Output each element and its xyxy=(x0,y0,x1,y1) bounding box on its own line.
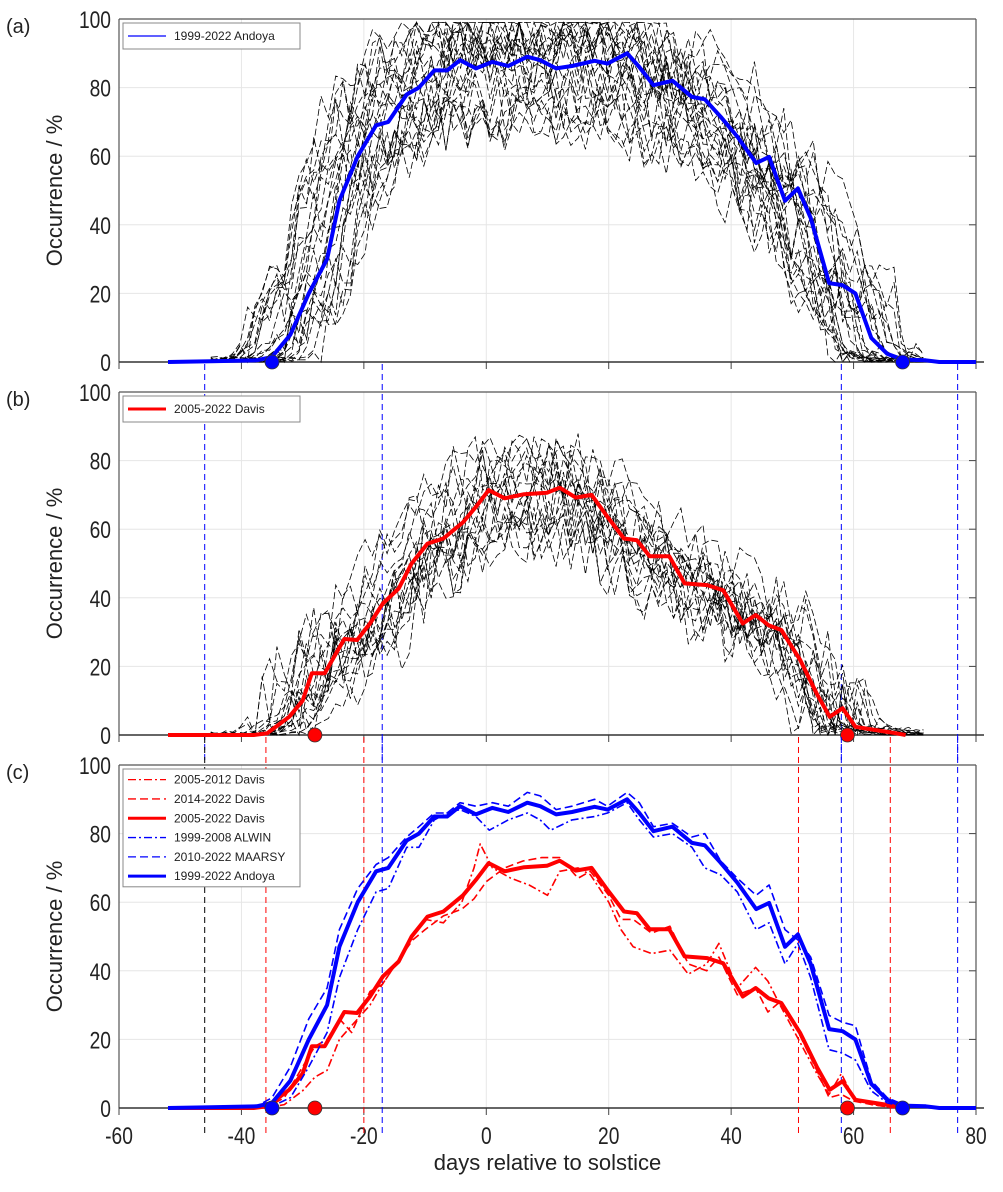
threshold-marker xyxy=(264,354,280,370)
x-tick-label: 0 xyxy=(481,1122,492,1150)
x-axis-label: days relative to solstice xyxy=(434,1150,661,1175)
x-tick-label: 60 xyxy=(843,1122,864,1150)
y-axis-label: Occurrence / % xyxy=(42,488,67,640)
individual-year-line xyxy=(210,83,924,363)
legend-label: 2005-2012 Davis xyxy=(174,773,265,787)
series-line-davis xyxy=(168,858,906,1110)
y-tick-label: 100 xyxy=(79,6,111,34)
legend-label: 1999-2022 Andoya xyxy=(174,29,275,43)
x-tick-label: 20 xyxy=(598,1122,619,1150)
individual-year-line xyxy=(210,92,924,363)
individual-year-line xyxy=(210,70,924,363)
threshold-marker xyxy=(895,354,910,370)
individual-year-line xyxy=(210,21,924,363)
individual-year-line xyxy=(210,21,924,363)
panel-label: (c) xyxy=(6,762,29,784)
series-line-maarsy xyxy=(167,791,976,1109)
individual-year-line xyxy=(210,20,924,363)
legend-label: 2005-2022 Davis xyxy=(174,402,265,416)
individual-year-line xyxy=(210,21,924,363)
y-tick-label: 60 xyxy=(90,143,111,171)
individual-year-line xyxy=(210,92,924,364)
panel-label: (b) xyxy=(6,389,30,411)
legend-label: 2010-2022 MAARSY xyxy=(174,850,285,864)
threshold-marker xyxy=(264,1100,280,1116)
series-line-davis xyxy=(168,485,906,737)
individual-year-line xyxy=(210,46,924,364)
y-tick-label: 100 xyxy=(79,752,111,780)
individual-year-line xyxy=(210,31,924,363)
x-tick-label: -40 xyxy=(228,1122,256,1150)
series-line-davis_0512 xyxy=(168,843,897,1109)
panel-label: (a) xyxy=(6,16,30,38)
legend-label: 2014-2022 Davis xyxy=(174,792,265,806)
y-tick-label: 60 xyxy=(90,889,111,917)
y-tick-label: 80 xyxy=(90,75,111,103)
series-line-andoya xyxy=(167,797,976,1110)
threshold-marker xyxy=(840,1100,855,1116)
y-tick-label: 40 xyxy=(90,212,111,240)
y-tick-label: 40 xyxy=(90,585,111,613)
individual-year-line xyxy=(210,507,924,736)
series-line-alwin xyxy=(167,801,976,1109)
individual-year-line xyxy=(210,65,924,364)
x-tick-label: 40 xyxy=(720,1122,741,1150)
x-tick-label: -20 xyxy=(350,1122,378,1150)
series-line-davis_1422 xyxy=(168,856,897,1109)
threshold-marker xyxy=(307,1100,323,1116)
legend-label: 1999-2022 Andoya xyxy=(174,869,275,883)
y-tick-label: 0 xyxy=(100,1095,111,1123)
individual-year-line xyxy=(210,435,924,736)
y-tick-label: 60 xyxy=(90,516,111,544)
y-tick-label: 20 xyxy=(90,1026,111,1054)
individual-year-line xyxy=(210,504,924,736)
y-tick-label: 40 xyxy=(90,958,111,986)
series-line-andoya xyxy=(167,51,976,364)
individual-year-line xyxy=(210,457,924,737)
individual-year-line xyxy=(210,490,924,736)
individual-year-line xyxy=(210,507,924,737)
y-tick-label: 100 xyxy=(79,379,111,407)
y-tick-label: 80 xyxy=(90,448,111,476)
y-axis-label: Occurrence / % xyxy=(42,861,67,1013)
y-tick-label: 80 xyxy=(90,821,111,849)
legend-box xyxy=(122,768,301,888)
y-axis-label: Occurrence / % xyxy=(42,115,67,267)
individual-year-line xyxy=(210,433,924,736)
y-tick-label: 20 xyxy=(90,280,111,308)
individual-year-line xyxy=(210,90,924,363)
legend-label: 1999-2008 ALWIN xyxy=(174,831,271,845)
individual-year-line xyxy=(210,43,924,363)
legend-label: 2005-2022 Davis xyxy=(174,811,265,825)
individual-year-line xyxy=(210,21,924,363)
y-tick-label: 0 xyxy=(100,349,111,377)
y-tick-label: 20 xyxy=(90,653,111,681)
threshold-marker xyxy=(840,727,855,743)
individual-year-line xyxy=(210,62,924,363)
threshold-marker xyxy=(895,1100,910,1116)
individual-year-line xyxy=(210,510,924,736)
individual-year-line xyxy=(210,21,924,363)
individual-year-line xyxy=(210,469,924,736)
individual-year-line xyxy=(210,21,924,363)
individual-year-line xyxy=(210,27,924,363)
x-tick-label: 80 xyxy=(965,1122,986,1150)
x-tick-label: -60 xyxy=(105,1122,133,1150)
y-tick-label: 0 xyxy=(100,722,111,750)
individual-year-line xyxy=(210,29,924,364)
individual-year-line xyxy=(210,466,924,736)
threshold-marker xyxy=(307,727,323,743)
